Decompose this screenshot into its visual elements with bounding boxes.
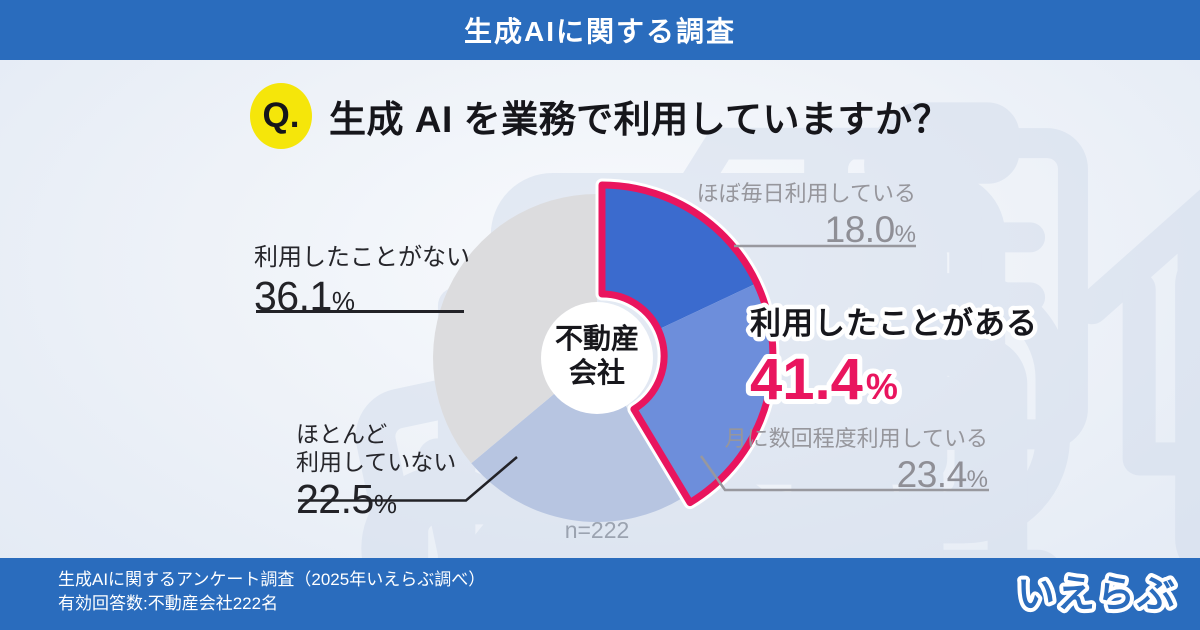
brand-logo-text: いえらぶ <box>1017 574 1177 616</box>
label-daily-value: 18.0 <box>824 209 896 250</box>
label-never-value: 36.1 <box>254 273 332 319</box>
pie-slice-highlighted <box>602 185 757 330</box>
label-never-percent-sign: % <box>331 286 355 316</box>
question-badge: Q. <box>250 83 313 149</box>
label-daily-percent-sign: % <box>894 221 916 248</box>
label-daily-use: ほぼ毎日利用している 18.0% <box>636 176 916 252</box>
top-banner: 生成AIに関する調査 <box>0 0 1200 60</box>
leader-line-rarely <box>298 456 518 502</box>
label-rarely-percent-sign: % <box>373 489 397 519</box>
label-monthly-percent-sign: % <box>966 466 988 493</box>
label-monthly-text: 月に数回程度利用している <box>724 426 988 451</box>
pie-center-circle <box>541 302 653 414</box>
source-note-line2: 有効回答数:不動産会社222名 <box>58 594 279 613</box>
label-daily-text: ほぼ毎日利用している <box>696 181 916 206</box>
highlight-outline <box>598 181 777 507</box>
question-text: 生成 AI を業務で利用していますか？ <box>329 99 950 140</box>
leader-lines <box>256 244 989 502</box>
source-note-line1: 生成AIに関するアンケート調査（2025年いえらぶ調べ） <box>58 570 486 589</box>
label-rarely-used: ほとんど 利用していない 22.5% <box>296 420 456 522</box>
pie-center-label-line1: 不動産 <box>554 323 639 354</box>
pie-slice-highlighted <box>633 283 773 503</box>
pie-center-label-line2: 会社 <box>568 357 625 388</box>
highlight-group-value: 41.4% <box>750 347 898 412</box>
highlight-group-label: 利用したことがある <box>750 306 1038 341</box>
label-monthly-value: 23.4 <box>896 454 968 495</box>
pie-slice <box>471 358 682 522</box>
label-rarely-text-line1: ほとんど <box>296 421 388 447</box>
question-row: Q. 生成 AI を業務で利用していますか？ <box>0 83 1200 149</box>
leader-line-monthly <box>699 455 989 492</box>
sample-size-label: n=222 <box>564 517 630 543</box>
label-never-text: 利用したことがない <box>254 244 470 271</box>
label-rarely-text-line2: 利用していない <box>296 449 457 475</box>
footer-bar: 生成AIに関するアンケート調査（2025年いえらぶ調べ） 有効回答数:不動産会社… <box>0 558 1200 630</box>
pie-slice <box>433 194 597 464</box>
page-title: 生成AIに関する調査 <box>463 16 736 47</box>
pie-center-label: 不動産 会社 <box>527 322 667 390</box>
label-rarely-value: 22.5 <box>296 476 374 522</box>
pie-slices <box>433 178 780 522</box>
label-monthly-use: 月に数回程度利用している 23.4% <box>688 421 988 497</box>
brand-logo: いえらぶ <box>1012 560 1182 630</box>
source-note: 生成AIに関するアンケート調査（2025年いえらぶ調べ） 有効回答数:不動産会社… <box>58 568 485 616</box>
label-never-used: 利用したことがない 36.1% <box>254 243 470 320</box>
